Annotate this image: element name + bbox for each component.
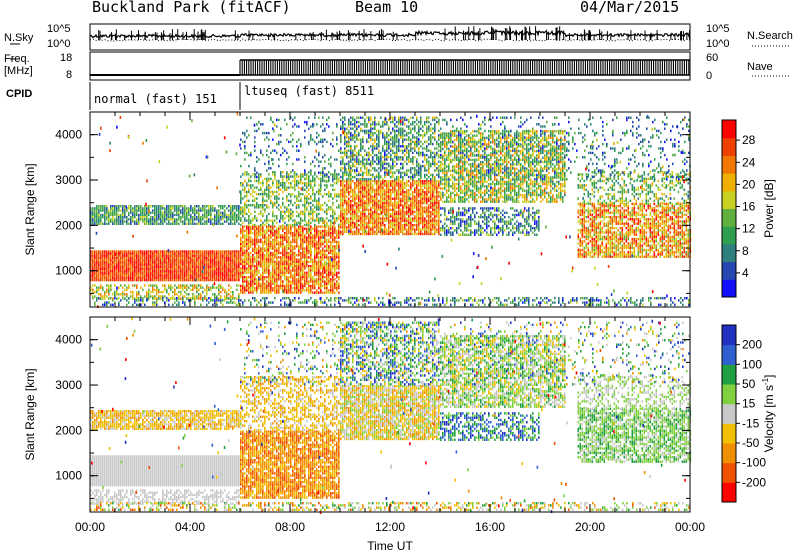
x-tick-label: 16:00 <box>475 520 505 534</box>
frequency-panel <box>10 52 790 80</box>
power-colorbar: 4 8 12 16 20 24 28 Power [dB] <box>722 120 776 298</box>
colorbar-tick-label: 24 <box>742 155 756 169</box>
colorbar-tick-label: 100 <box>742 357 762 371</box>
y-tick-label: 2000 <box>55 423 82 437</box>
colorbar-tick-label: 200 <box>742 338 762 352</box>
colorbar-tick-label: 50 <box>742 377 756 391</box>
colorbar-tick-label: -15 <box>742 416 760 430</box>
y-axis-label: Slant Range [km] <box>23 368 37 460</box>
colorbar-tick-label: 15 <box>742 397 756 411</box>
x-tick-label: 00:00 <box>675 520 705 534</box>
colorbar-tick-label: 4 <box>742 266 749 280</box>
radar-plot: 4 8 12 16 20 24 28 Power [dB] 200 100 50 15 -15 -50 -… <box>0 0 800 554</box>
y-tick-label: 1000 <box>55 264 82 278</box>
y-tick-label: 1000 <box>55 469 82 483</box>
colorbar-label: Power [dB] <box>762 179 776 238</box>
colorbar-tick-label: -50 <box>742 436 760 450</box>
y-tick-label: 2000 <box>55 218 82 232</box>
velocity-colorbar: 200 100 50 15 -15 -50 -100 -200 Velocity [m s-1] <box>722 325 776 503</box>
x-tick-label: 12:00 <box>375 520 405 534</box>
colorbar-tick-label: 12 <box>742 222 756 236</box>
colorbar-tick-label: 16 <box>742 200 756 214</box>
colorbar-tick-label: 20 <box>742 177 756 191</box>
cpid-panel <box>90 82 240 110</box>
y-tick-label: 4000 <box>55 128 82 142</box>
colorbar-tick-label: 8 <box>742 244 749 258</box>
power-panel <box>90 112 691 308</box>
colorbar-tick-label: -200 <box>742 475 766 489</box>
x-tick-label: 08:00 <box>275 520 305 534</box>
y-axis-label: Slant Range [km] <box>23 163 37 255</box>
y-tick-label: 3000 <box>55 378 82 392</box>
y-tick-label: 4000 <box>55 333 82 347</box>
x-tick-label: 04:00 <box>175 520 205 534</box>
y-tick-label: 3000 <box>55 173 82 187</box>
colorbar-label: Velocity [m s-1] <box>761 375 776 453</box>
colorbar-tick-label: -100 <box>742 456 766 470</box>
x-tick-label: 20:00 <box>575 520 605 534</box>
x-axis-label: Time UT <box>367 539 413 553</box>
x-tick-label: 00:00 <box>75 520 105 534</box>
colorbar-tick-label: 28 <box>742 133 756 147</box>
nsky-panel <box>10 24 790 50</box>
velocity-panel <box>90 317 691 514</box>
